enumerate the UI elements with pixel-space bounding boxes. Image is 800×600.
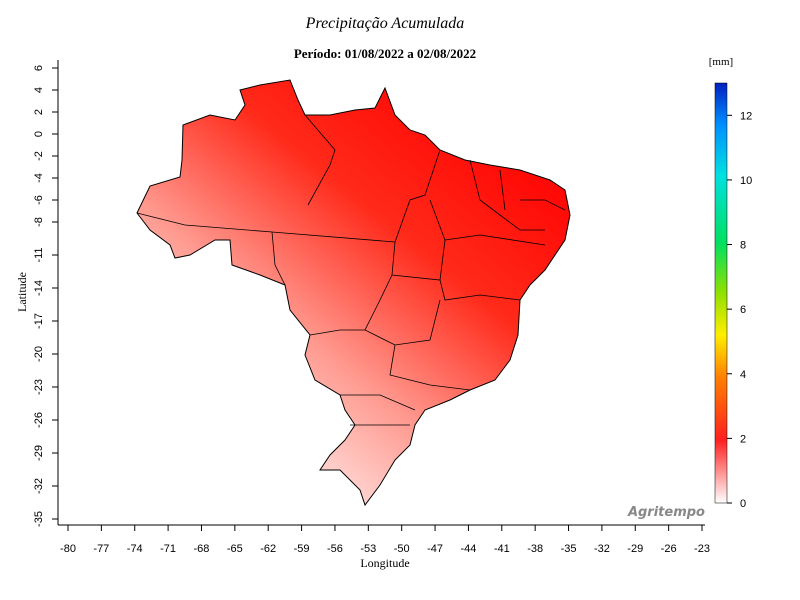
y-tick-label: -14	[33, 280, 45, 296]
state-borders	[136, 114, 566, 426]
y-axis-label: Latitude	[15, 272, 29, 312]
axes	[57, 60, 705, 526]
x-tick-label: -32	[594, 543, 610, 555]
y-tick-label: -20	[33, 346, 45, 362]
y-tick-label: 2	[33, 109, 45, 115]
x-tick-label: -65	[227, 543, 243, 555]
y-tick-label: 6	[33, 65, 45, 71]
y-tick-label: -6	[33, 195, 45, 205]
x-tick-label: -35	[561, 543, 577, 555]
brazil-map	[136, 79, 571, 507]
colorbar	[714, 82, 728, 504]
colorbar-tick-label: 6	[740, 304, 746, 316]
y-tick-label: -35	[33, 511, 45, 527]
colorbar-tick-label: 8	[740, 240, 746, 252]
colorbar-tick-label: 4	[740, 369, 746, 381]
y-tick-label: -23	[33, 379, 45, 395]
y-tick-label: -17	[33, 313, 45, 329]
x-tick-label: -77	[93, 543, 109, 555]
colorbar-unit: [mm]	[709, 56, 733, 68]
colorbar-tick-label: 12	[740, 110, 752, 122]
x-tick-label: -29	[627, 543, 643, 555]
y-tick-label: -32	[33, 478, 45, 494]
y-tick-label: -8	[33, 217, 45, 227]
x-tick-label: -38	[527, 543, 543, 555]
x-tick-label: -71	[160, 543, 176, 555]
y-tick-label: -11	[33, 247, 45, 262]
x-tick-label: -59	[294, 543, 310, 555]
x-tick-label: -53	[360, 543, 376, 555]
x-axis-label: Longitude	[360, 556, 409, 570]
x-tick-label: -62	[260, 543, 276, 555]
y-tick-label: -4	[33, 173, 45, 183]
title: Precipitação Acumulada	[305, 15, 465, 32]
x-tick-label: -74	[127, 543, 143, 555]
x-tick-label: -26	[661, 543, 677, 555]
y-tick-label: -26	[33, 412, 45, 428]
x-tick-label: -68	[194, 543, 210, 555]
y-tick-label: 0	[33, 131, 45, 137]
colorbar-tick-label: 0	[740, 498, 746, 510]
y-tick-label: -2	[33, 151, 45, 161]
x-tick-label: -23	[694, 543, 710, 555]
x-tick-label: -80	[60, 543, 76, 555]
colorbar-tick-label: 2	[740, 433, 746, 445]
x-tick-label: -56	[327, 543, 343, 555]
x-tick-label: -47	[427, 543, 443, 555]
y-tick-label: 4	[33, 87, 45, 93]
x-tick-label: -41	[494, 543, 510, 555]
colorbar-tick-label: 10	[740, 175, 752, 187]
x-tick-label: -50	[394, 543, 410, 555]
x-tick-label: -44	[460, 543, 476, 555]
watermark: Agritempo	[627, 505, 705, 520]
y-tick-label: -29	[33, 445, 45, 461]
subtitle: Período: 01/08/2022 a 02/08/2022	[294, 46, 476, 61]
